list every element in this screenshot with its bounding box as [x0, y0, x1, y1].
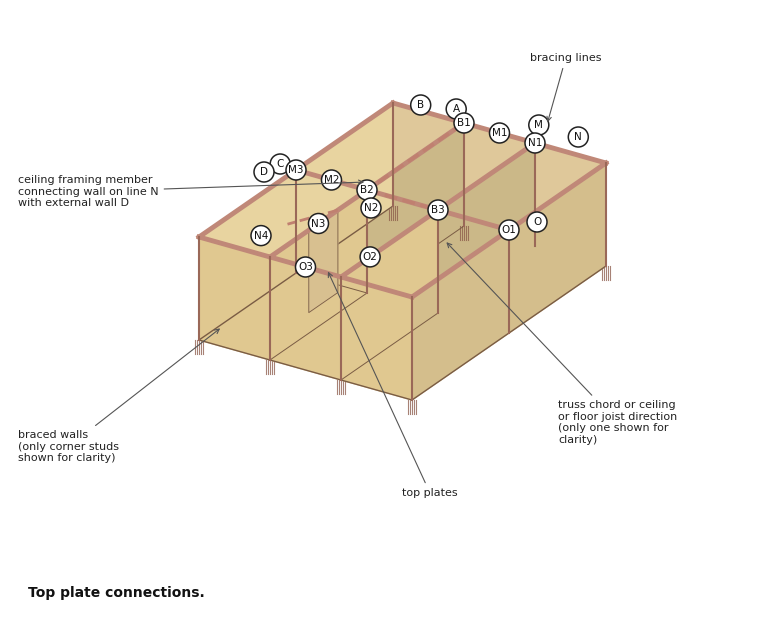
- Text: M2: M2: [323, 175, 340, 185]
- Circle shape: [361, 198, 381, 218]
- Circle shape: [410, 95, 430, 115]
- Text: ceiling framing member
connecting wall on line N
with external wall D: ceiling framing member connecting wall o…: [18, 175, 363, 208]
- Circle shape: [529, 115, 549, 135]
- Text: O3: O3: [298, 262, 313, 272]
- Text: N: N: [574, 132, 582, 142]
- Polygon shape: [412, 163, 606, 400]
- Text: C: C: [276, 159, 284, 169]
- Circle shape: [296, 257, 316, 277]
- Text: B2: B2: [360, 185, 374, 195]
- Polygon shape: [199, 237, 412, 400]
- Text: B1: B1: [457, 118, 471, 128]
- Polygon shape: [296, 170, 367, 293]
- Circle shape: [490, 123, 510, 143]
- Polygon shape: [438, 210, 509, 333]
- Circle shape: [446, 99, 466, 119]
- Text: M: M: [534, 120, 544, 130]
- Circle shape: [357, 180, 377, 200]
- Circle shape: [286, 160, 306, 180]
- Polygon shape: [309, 210, 338, 313]
- Circle shape: [322, 170, 342, 190]
- Polygon shape: [367, 123, 464, 293]
- Text: D: D: [260, 167, 268, 177]
- Circle shape: [270, 154, 290, 174]
- Text: Top plate connections.: Top plate connections.: [28, 586, 205, 600]
- Circle shape: [309, 213, 329, 234]
- Polygon shape: [199, 103, 606, 297]
- Polygon shape: [438, 143, 535, 313]
- Circle shape: [428, 200, 448, 220]
- Text: B: B: [417, 100, 424, 110]
- Circle shape: [251, 225, 271, 246]
- Text: B3: B3: [431, 205, 445, 215]
- Text: bracing lines: bracing lines: [530, 53, 601, 121]
- Text: O2: O2: [363, 252, 377, 262]
- Text: N3: N3: [311, 218, 326, 229]
- Polygon shape: [341, 210, 438, 380]
- Polygon shape: [199, 103, 393, 340]
- Text: N1: N1: [527, 138, 542, 148]
- Text: M3: M3: [288, 165, 303, 175]
- Text: truss chord or ceiling
or floor joist direction
(only one shown for
clarity): truss chord or ceiling or floor joist di…: [447, 243, 678, 445]
- Circle shape: [499, 220, 519, 240]
- Text: N4: N4: [254, 231, 268, 241]
- Polygon shape: [367, 190, 438, 313]
- Text: O1: O1: [501, 225, 517, 235]
- Circle shape: [254, 162, 274, 182]
- Circle shape: [360, 247, 380, 267]
- Text: braced walls
(only corner studs
shown for clarity): braced walls (only corner studs shown fo…: [18, 329, 219, 463]
- Text: A: A: [453, 104, 460, 114]
- Text: M1: M1: [492, 128, 507, 138]
- Text: top plates: top plates: [328, 273, 458, 498]
- Circle shape: [527, 212, 547, 232]
- Circle shape: [454, 113, 474, 133]
- Circle shape: [568, 127, 588, 147]
- Text: N2: N2: [363, 203, 378, 213]
- Polygon shape: [270, 190, 367, 360]
- Text: O: O: [533, 217, 541, 227]
- Circle shape: [525, 133, 545, 153]
